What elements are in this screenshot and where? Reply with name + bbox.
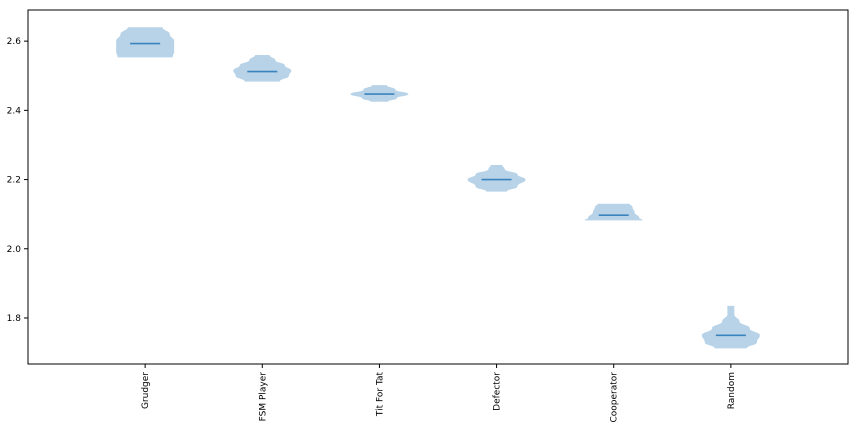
violin-body-grudger	[116, 27, 175, 58]
plot-area-frame	[27, 9, 849, 365]
x-tick-label: Random	[727, 372, 737, 409]
median-lines	[130, 42, 746, 337]
y-tick-label: 1.8	[7, 314, 22, 324]
violin-body-cooperator	[584, 203, 643, 221]
violin-body-random	[701, 305, 760, 349]
x-tick-label: Tit For Tat	[375, 372, 385, 418]
x-tick-label: Grudger	[141, 372, 151, 409]
y-axis: 1.8 2.0 2.2 2.4 2.6	[7, 37, 28, 324]
x-axis: Grudger FSM Player Tit For Tat Defector Coop…	[141, 364, 737, 423]
violin-bodies	[116, 27, 760, 349]
y-tick-label: 2.2	[7, 176, 21, 186]
y-tick-label: 2.6	[7, 37, 22, 47]
x-tick-label: Defector	[493, 372, 503, 411]
x-tick-label: Cooperator	[610, 372, 620, 423]
y-tick-label: 2.0	[7, 245, 22, 255]
violin-body-fsm-player	[233, 54, 292, 82]
x-tick-label: FSM Player	[258, 372, 268, 422]
violin-body-defector	[467, 165, 526, 192]
y-tick-label: 2.4	[7, 106, 22, 116]
